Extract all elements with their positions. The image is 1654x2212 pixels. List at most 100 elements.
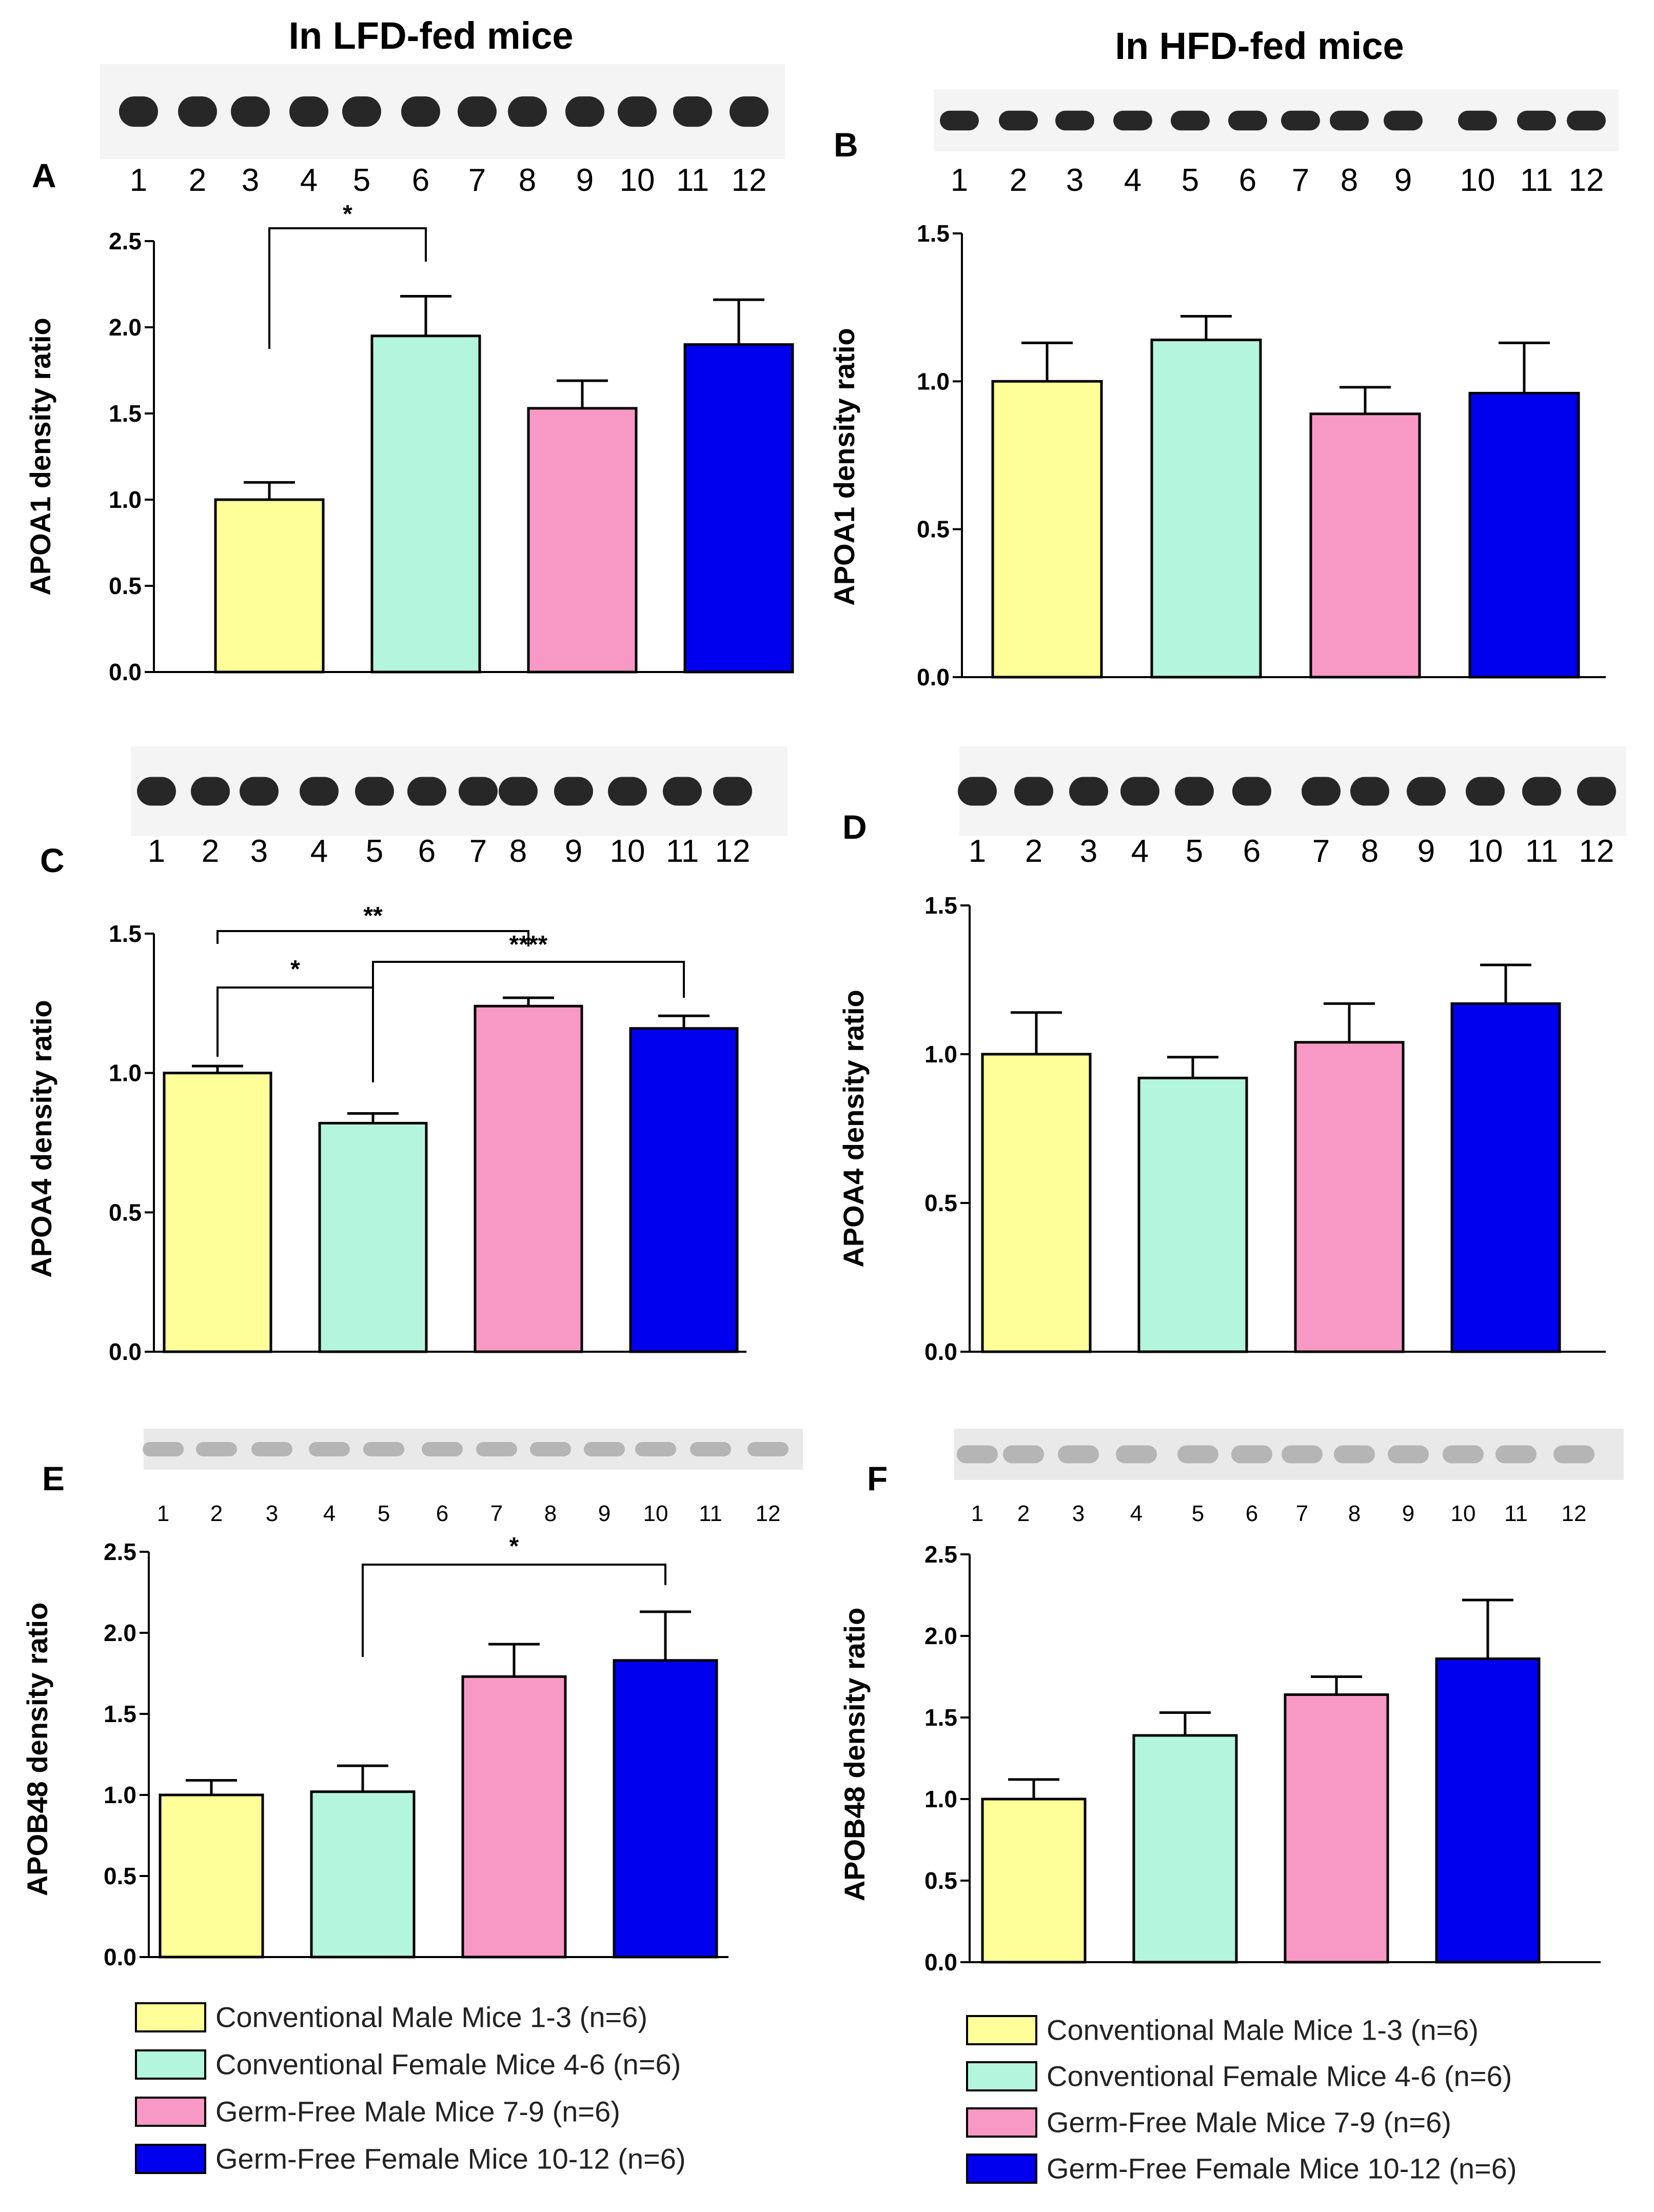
y-tick-label: 1.0 <box>109 1060 142 1087</box>
significance-label: * <box>343 201 352 228</box>
western-blot-band <box>530 1442 571 1456</box>
lane-label: 7 <box>469 834 487 869</box>
y-tick-label: 0.0 <box>924 1338 957 1365</box>
western-blot-band <box>407 777 446 806</box>
lane-label: 7 <box>1292 163 1309 198</box>
western-blot-band <box>957 1445 998 1464</box>
western-blot-band <box>1113 110 1152 131</box>
western-blot-band <box>191 777 230 806</box>
lane-label: 5 <box>1192 1501 1204 1526</box>
y-tick-label: 1.5 <box>924 1704 957 1731</box>
western-blot-band <box>940 110 979 131</box>
lane-label: 2 <box>189 163 206 198</box>
western-blot-band <box>1058 1445 1099 1464</box>
significance-bracket <box>216 986 374 1082</box>
western-blot-band <box>119 96 158 127</box>
legend-swatch <box>966 2015 1037 2045</box>
lane-label: 4 <box>310 834 328 869</box>
lane-label: 8 <box>509 834 527 869</box>
y-tick-label: 2.5 <box>109 228 142 254</box>
bar <box>214 498 325 674</box>
lane-label: 6 <box>1243 834 1261 869</box>
lane-label: 5 <box>366 834 383 869</box>
legend-swatch <box>135 2049 206 2080</box>
bar <box>163 1072 272 1353</box>
western-blot-band <box>1388 1445 1429 1464</box>
y-tick-label: 0.5 <box>924 1867 957 1894</box>
bar <box>527 407 638 674</box>
lane-label: 2 <box>210 1501 223 1526</box>
lane-label: 5 <box>1182 163 1199 198</box>
lane-label: 10 <box>1451 1501 1476 1526</box>
western-blot-band <box>730 96 769 127</box>
western-blot-band <box>1003 1445 1044 1464</box>
lane-label: 9 <box>565 834 582 869</box>
lane-label: 4 <box>323 1501 336 1526</box>
western-blot-band <box>1517 110 1556 131</box>
western-blot-band <box>1577 777 1616 806</box>
bar <box>629 1027 739 1353</box>
y-tick-label: 2.5 <box>104 1538 136 1565</box>
western-blot-band <box>143 1442 184 1456</box>
legend-swatch <box>966 2107 1037 2138</box>
lane-label: 10 <box>620 163 655 198</box>
y-tick-label: 1.0 <box>109 486 142 513</box>
y-tick-label: 0.5 <box>109 1199 142 1226</box>
western-blot-band <box>401 96 440 127</box>
y-tick-label: 0.0 <box>917 664 950 690</box>
lane-label: 1 <box>157 1501 169 1526</box>
y-axis-title: APOB48 density ratio <box>838 1608 871 1902</box>
lane-label: 7 <box>490 1501 503 1526</box>
western-blot-band <box>554 777 593 806</box>
panels: A 1 2 3 4 5 6 7 8 9 10 11 120.00.51.01.52.02.5APOA1 … <box>21 64 1626 1976</box>
y-tick-label: 2.5 <box>924 1541 957 1568</box>
y-axis-title: APOA1 density ratio <box>24 318 56 595</box>
lane-label: 12 <box>1562 1501 1587 1526</box>
western-blot-band <box>342 96 381 127</box>
western-blot-band <box>476 1442 517 1456</box>
significance-bracket <box>362 1564 666 1657</box>
lane-label: 1 <box>148 834 165 869</box>
western-blot-band <box>355 777 394 806</box>
y-tick-label: 1.0 <box>104 1782 136 1808</box>
lane-label: 3 <box>1080 834 1097 869</box>
western-blot-band <box>635 1442 676 1456</box>
y-tick-label: 2.0 <box>109 314 142 341</box>
bar <box>1132 1734 1238 1964</box>
legend-label: Germ-Free Male Mice 7-9 (n=6) <box>215 2096 620 2128</box>
lane-label: 11 <box>1504 1501 1528 1526</box>
significance-label: ** <box>363 902 383 930</box>
y-tick-label: 0.5 <box>917 516 950 543</box>
lane-label: 11 <box>1520 163 1553 198</box>
western-blot-band <box>300 777 339 806</box>
panel-letter: B <box>834 126 858 164</box>
legend-label: Conventional Female Mice 4-6 (n=6) <box>1047 2060 1512 2092</box>
y-tick-label: 1.5 <box>104 1701 136 1727</box>
lane-label: 1 <box>969 834 986 869</box>
legend-right: Conventional Male Mice 1-3 (n=6) Conventi… <box>966 2014 1517 2185</box>
western-blot-band <box>565 96 604 127</box>
western-blot-band <box>958 777 997 806</box>
western-blot-band <box>309 1442 350 1456</box>
western-blot-band <box>690 1442 731 1456</box>
western-blot-band <box>1553 1445 1594 1464</box>
panel-letter: E <box>42 1459 65 1497</box>
western-blot-band <box>584 1442 625 1456</box>
legend-label: Conventional Male Mice 1-3 (n=6) <box>215 2001 647 2033</box>
lane-label: 11 <box>676 163 709 198</box>
bar <box>310 1790 416 1959</box>
bar <box>1309 412 1421 679</box>
lane-label: 3 <box>1072 1501 1085 1526</box>
western-blot-band <box>747 1442 789 1456</box>
significance-label: * <box>290 956 300 983</box>
bar <box>1150 339 1262 679</box>
lane-label: 9 <box>1417 834 1435 869</box>
lane-label: 1 <box>130 163 147 198</box>
lane-label: 3 <box>266 1501 278 1526</box>
lane-label: 10 <box>643 1501 668 1526</box>
lane-label: 2 <box>1010 163 1027 198</box>
western-blot-band <box>618 96 657 127</box>
